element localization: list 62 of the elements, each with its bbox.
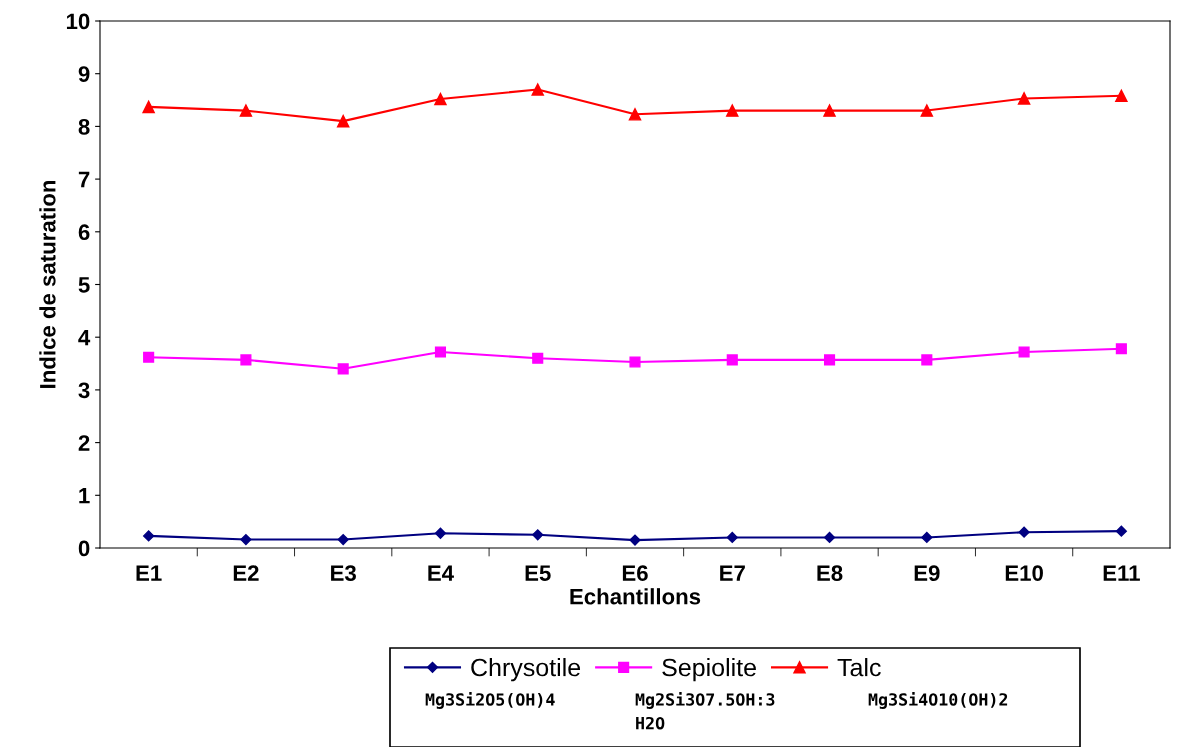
legend-label: Chrysotile — [471, 658, 581, 682]
x-tick-label: E1 — [136, 565, 162, 581]
y-tick-label: 7 — [78, 171, 90, 188]
x-tick-label: E2 — [233, 565, 259, 581]
y-tick-label: 9 — [78, 66, 90, 82]
point — [629, 356, 641, 368]
point — [143, 351, 155, 363]
point — [336, 114, 350, 128]
point — [921, 354, 933, 366]
point — [823, 531, 836, 544]
point — [1018, 346, 1030, 358]
point — [434, 92, 447, 106]
point — [239, 104, 253, 117]
x-axis-title: Echantillons — [570, 588, 701, 605]
text: Mg3Si2O5(OH)4 — [425, 691, 555, 709]
point — [532, 529, 544, 541]
point — [143, 530, 155, 542]
y-tick-label: 1 — [79, 488, 90, 504]
legend-label: Sepiolite — [662, 658, 756, 682]
legend-label: Talc — [837, 658, 881, 677]
point — [434, 527, 447, 539]
y-tick-label: 4 — [78, 329, 91, 346]
point — [1115, 343, 1127, 355]
x-tick-label: E4 — [428, 565, 454, 581]
x-tick-label: E6 — [622, 565, 648, 581]
x-tick-label: E5 — [525, 565, 551, 581]
point — [240, 354, 252, 366]
text: Mg3Si4O10(OH)2 — [868, 691, 1008, 709]
point — [1018, 526, 1030, 538]
point — [726, 104, 739, 117]
point — [1115, 525, 1127, 537]
point — [434, 346, 447, 358]
x-tick-label: E3 — [331, 565, 356, 582]
x-tick-label: E7 — [720, 565, 745, 581]
y-tick-label: 3 — [78, 382, 90, 399]
point — [726, 531, 738, 544]
point — [921, 531, 933, 544]
point — [240, 533, 252, 546]
y-tick-label: 8 — [78, 118, 90, 135]
point — [531, 83, 544, 96]
point — [823, 354, 836, 366]
x-tick-label: E11 — [1103, 565, 1140, 581]
point — [726, 354, 738, 366]
point — [1115, 89, 1128, 103]
point — [628, 108, 642, 121]
point — [337, 363, 349, 375]
y-tick-label: 0 — [78, 540, 90, 557]
point — [823, 104, 836, 117]
y-axis-title: Indice de saturation — [39, 180, 56, 388]
text: Mg2Si3O7.5OH:3 H2O — [635, 691, 775, 730]
y-tick-label: 5 — [78, 277, 90, 293]
y-tick-label: 6 — [78, 224, 90, 241]
point — [337, 533, 349, 546]
y-tick-label: 10 — [66, 13, 90, 30]
point — [142, 100, 155, 114]
x-tick-label: E8 — [817, 565, 843, 581]
x-tick-label: E9 — [914, 565, 940, 581]
y-tick-label: 2 — [78, 435, 90, 451]
point — [920, 104, 934, 117]
point — [532, 352, 544, 364]
x-tick-label: E10 — [1005, 565, 1043, 581]
point — [1017, 92, 1031, 105]
